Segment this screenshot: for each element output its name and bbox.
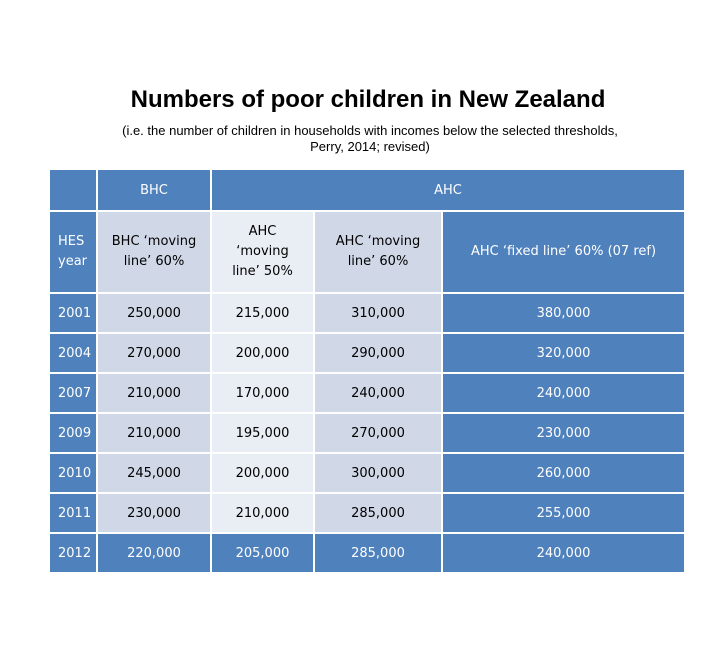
cell-ahc60: 285,000 — [313, 492, 443, 534]
col-header-ahc50: AHC ‘moving line’ 50% — [210, 210, 315, 294]
group-header-row: BHC AHC — [48, 168, 686, 212]
cell-year: 2001 — [48, 292, 98, 334]
table-row: 2009 210,000 195,000 270,000 230,000 — [48, 412, 686, 454]
cell-year: 2010 — [48, 452, 98, 494]
cell-ahcfixed: 320,000 — [441, 332, 686, 374]
cell-bhc60: 245,000 — [96, 452, 212, 494]
cell-ahc50: 205,000 — [210, 532, 315, 574]
table-row: 2001 250,000 215,000 310,000 380,000 — [48, 292, 686, 334]
group-header-ahc: AHC — [210, 168, 686, 212]
cell-ahc60: 285,000 — [313, 532, 443, 574]
table-row: 2004 270,000 200,000 290,000 320,000 — [48, 332, 686, 374]
cell-bhc60: 220,000 — [96, 532, 212, 574]
cell-ahc60: 300,000 — [313, 452, 443, 494]
cell-ahcfixed: 380,000 — [441, 292, 686, 334]
cell-bhc60: 250,000 — [96, 292, 212, 334]
cell-ahc50: 200,000 — [210, 452, 315, 494]
column-header-row: HES year BHC ‘moving line’ 60% AHC ‘movi… — [48, 210, 686, 294]
col-header-ahc60: AHC ‘moving line’ 60% — [313, 210, 443, 294]
cell-year: 2011 — [48, 492, 98, 534]
cell-bhc60: 210,000 — [96, 372, 212, 414]
cell-bhc60: 210,000 — [96, 412, 212, 454]
col-header-bhc60: BHC ‘moving line’ 60% — [96, 210, 212, 294]
poverty-table: BHC AHC HES year BHC ‘moving line’ 60% A… — [48, 168, 686, 574]
cell-ahcfixed: 240,000 — [441, 372, 686, 414]
cell-ahc50: 200,000 — [210, 332, 315, 374]
cell-ahc60: 310,000 — [313, 292, 443, 334]
table-row: 2007 210,000 170,000 240,000 240,000 — [48, 372, 686, 414]
table-row: 2010 245,000 200,000 300,000 260,000 — [48, 452, 686, 494]
cell-ahc50: 195,000 — [210, 412, 315, 454]
cell-ahc60: 240,000 — [313, 372, 443, 414]
cell-bhc60: 270,000 — [96, 332, 212, 374]
col-header-ahcfixed: AHC ‘fixed line’ 60% (07 ref) — [441, 210, 686, 294]
page-subtitle: (i.e. the number of children in househol… — [70, 123, 670, 155]
cell-ahc50: 215,000 — [210, 292, 315, 334]
cell-ahcfixed: 230,000 — [441, 412, 686, 454]
subtitle-line-1: (i.e. the number of children in househol… — [122, 123, 618, 138]
cell-year: 2007 — [48, 372, 98, 414]
cell-ahcfixed: 255,000 — [441, 492, 686, 534]
col-header-year: HES year — [48, 210, 98, 294]
cell-ahc50: 170,000 — [210, 372, 315, 414]
page-title: Numbers of poor children in New Zealand — [130, 86, 606, 113]
cell-year: 2009 — [48, 412, 98, 454]
corner-cell — [48, 168, 98, 212]
cell-ahcfixed: 240,000 — [441, 532, 686, 574]
cell-year: 2004 — [48, 332, 98, 374]
table-row: 2012 220,000 205,000 285,000 240,000 — [48, 532, 686, 574]
cell-bhc60: 230,000 — [96, 492, 212, 534]
group-header-bhc: BHC — [96, 168, 212, 212]
cell-ahc60: 290,000 — [313, 332, 443, 374]
cell-ahc60: 270,000 — [313, 412, 443, 454]
cell-year: 2012 — [48, 532, 98, 574]
subtitle-line-2: Perry, 2014; revised) — [310, 139, 430, 154]
cell-ahc50: 210,000 — [210, 492, 315, 534]
table-row: 2011 230,000 210,000 285,000 255,000 — [48, 492, 686, 534]
cell-ahcfixed: 260,000 — [441, 452, 686, 494]
